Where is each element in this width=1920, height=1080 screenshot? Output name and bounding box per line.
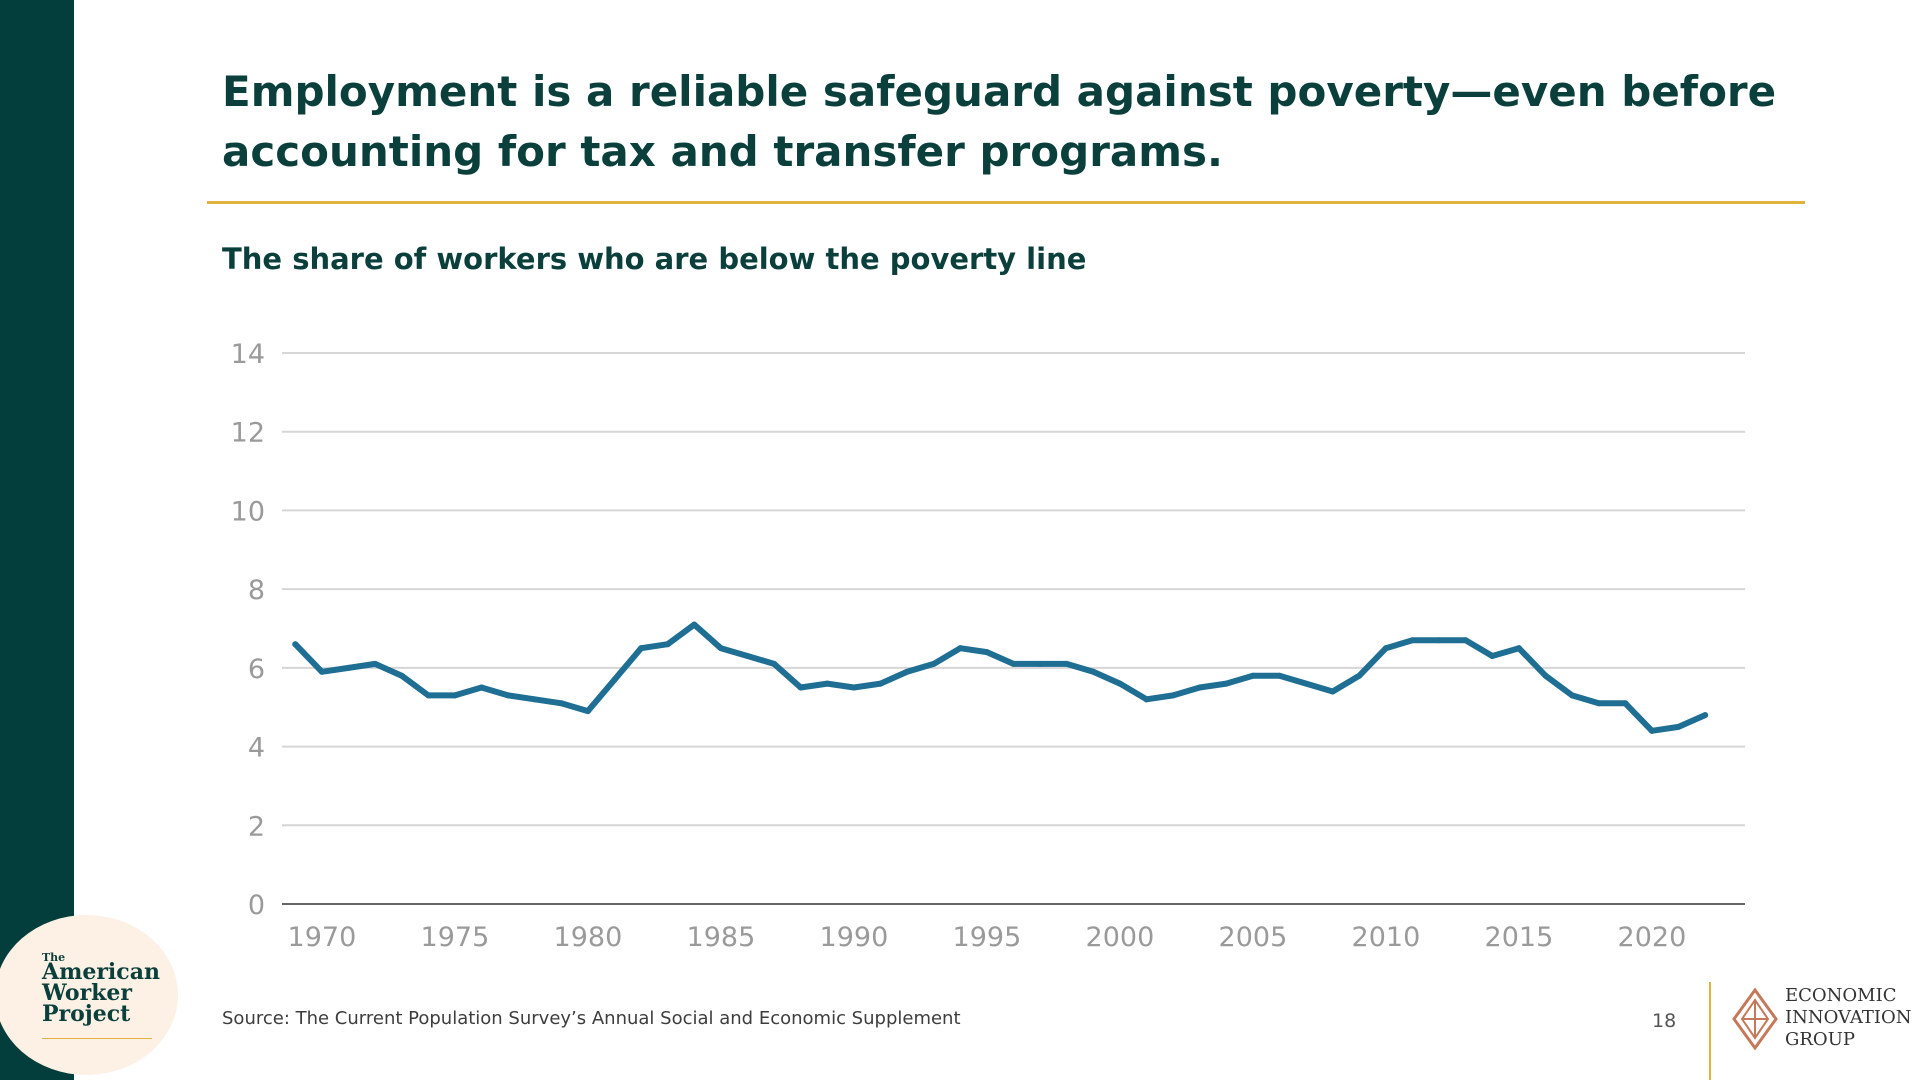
data-point xyxy=(1037,660,1044,667)
data-point xyxy=(1170,692,1177,699)
data-point xyxy=(1329,688,1336,695)
data-point xyxy=(824,680,831,687)
data-point xyxy=(1223,680,1230,687)
logo-line-project: Project xyxy=(42,1001,131,1027)
data-point xyxy=(292,641,299,648)
eig-line-group: GROUP xyxy=(1785,1029,1855,1050)
data-point xyxy=(1276,672,1283,679)
data-point xyxy=(1489,653,1496,660)
logo-line-worker: Worker xyxy=(42,980,133,1006)
y-tick-label: 0 xyxy=(248,890,265,921)
data-point xyxy=(1063,660,1070,667)
data-point xyxy=(877,680,884,687)
x-tick-label: 1985 xyxy=(687,922,756,953)
x-tick-label: 2020 xyxy=(1618,922,1687,953)
x-tick-label: 2010 xyxy=(1352,922,1421,953)
data-point xyxy=(345,664,352,671)
x-tick-label: 1995 xyxy=(953,922,1022,953)
y-tick-label: 14 xyxy=(231,339,265,370)
data-point xyxy=(1382,645,1389,652)
logo-line-american: American xyxy=(42,959,160,985)
x-tick-label: 1980 xyxy=(554,922,623,953)
data-point xyxy=(1409,637,1416,644)
eig-line-economic: ECONOMIC xyxy=(1785,985,1897,1006)
logo-name: American Worker Project xyxy=(42,959,160,1027)
x-tick-label: 2015 xyxy=(1485,922,1554,953)
data-point xyxy=(1196,684,1203,691)
data-point xyxy=(398,672,405,679)
data-point xyxy=(531,696,538,703)
data-point xyxy=(664,641,671,648)
data-point xyxy=(1542,672,1549,679)
x-tick-label: 2005 xyxy=(1219,922,1288,953)
footer-divider xyxy=(1709,982,1711,1080)
american-worker-project-logo xyxy=(0,915,178,1075)
x-tick-label: 2000 xyxy=(1086,922,1155,953)
data-point xyxy=(771,660,778,667)
data-point xyxy=(1462,637,1469,644)
data-point xyxy=(1010,660,1017,667)
data-point xyxy=(1249,672,1256,679)
data-point xyxy=(425,692,432,699)
data-point xyxy=(797,684,804,691)
y-tick-label: 12 xyxy=(231,418,265,449)
data-point xyxy=(1702,712,1709,719)
x-tick-label: 1975 xyxy=(421,922,490,953)
source-note: Source: The Current Population Survey’s … xyxy=(222,1008,961,1029)
title-divider xyxy=(207,201,1805,204)
logo-the: The xyxy=(42,951,66,964)
data-point xyxy=(1116,680,1123,687)
x-tick-label: 1970 xyxy=(288,922,357,953)
page-number: 18 xyxy=(1652,1010,1677,1032)
y-tick-label: 10 xyxy=(231,496,265,527)
data-point xyxy=(558,700,565,707)
data-point xyxy=(451,692,458,699)
brand-sidebar xyxy=(0,0,74,1080)
data-point xyxy=(318,668,325,675)
eig-line-innovation: INNOVATION xyxy=(1785,1007,1912,1028)
data-point xyxy=(1569,692,1576,699)
data-point xyxy=(691,621,698,628)
y-tick-label: 2 xyxy=(248,811,265,842)
data-point xyxy=(1622,700,1629,707)
data-point xyxy=(638,645,645,652)
data-point xyxy=(1356,672,1363,679)
data-point xyxy=(1675,723,1682,730)
data-point xyxy=(930,660,937,667)
series-line xyxy=(292,621,1709,734)
x-tick-label: 1990 xyxy=(820,922,889,953)
diamond-emblem-icon xyxy=(1732,988,1778,1050)
data-point xyxy=(744,653,751,660)
y-tick-label: 4 xyxy=(248,733,265,764)
y-tick-label: 6 xyxy=(248,654,265,685)
data-point xyxy=(1143,696,1150,703)
data-point xyxy=(850,684,857,691)
data-point xyxy=(1648,727,1655,734)
data-point xyxy=(478,684,485,691)
logo-underline xyxy=(42,1038,152,1039)
eig-wordmark: ECONOMIC INNOVATION GROUP xyxy=(1785,985,1911,1051)
data-point xyxy=(372,660,379,667)
y-tick-label: 8 xyxy=(248,575,265,606)
chart-subtitle: The share of workers who are below the p… xyxy=(222,242,1087,276)
data-point xyxy=(717,645,724,652)
data-point xyxy=(1303,680,1310,687)
data-point xyxy=(904,668,911,675)
data-point xyxy=(983,649,990,656)
data-point xyxy=(584,708,591,715)
data-point xyxy=(1090,668,1097,675)
data-point xyxy=(505,692,512,699)
data-point xyxy=(1595,700,1602,707)
data-point xyxy=(611,676,618,683)
slide-title: Employment is a reliable safeguard again… xyxy=(222,67,1777,176)
data-point xyxy=(957,645,964,652)
data-point xyxy=(1515,645,1522,652)
data-point xyxy=(1436,637,1443,644)
